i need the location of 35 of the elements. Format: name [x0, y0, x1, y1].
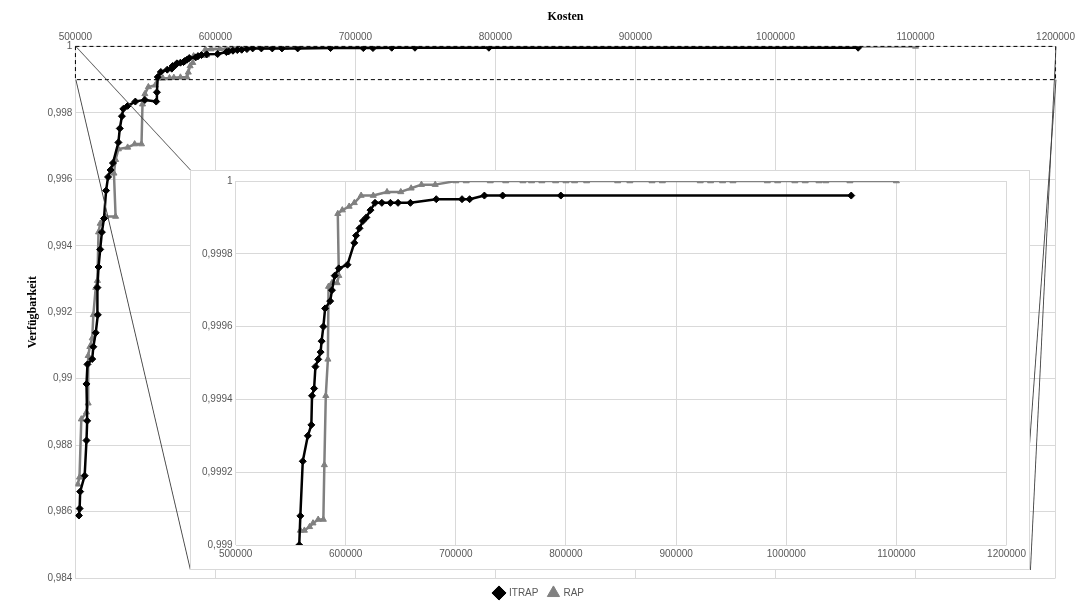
x-tick-label: 700000 [338, 31, 373, 43]
x-tick-label: 1100000 [877, 547, 916, 559]
x-tick-label: 600000 [329, 547, 363, 559]
x-tick-label: 1100000 [896, 31, 936, 43]
x-axis-title: Kosten [547, 9, 584, 24]
y-tick-label: 0,998 [47, 106, 73, 118]
legend-label: ITRAP [509, 586, 539, 598]
y-tick-label: 0,988 [47, 438, 73, 450]
x-tick-label: 600000 [198, 31, 233, 43]
y-tick-label: 0,992 [47, 305, 73, 317]
y-tick-label: 0,9998 [201, 247, 234, 259]
y-tick-label: 0,9996 [201, 320, 234, 332]
legend-label: RAP [563, 586, 585, 598]
y-axis-title: Verfügbarkeit [25, 276, 40, 349]
x-tick-label: 900000 [659, 547, 694, 559]
y-tick-label: 0,999 [207, 538, 234, 550]
x-tick-label: 700000 [439, 547, 473, 559]
y-tick-label: 1 [227, 174, 234, 186]
y-tick-label: 0,9994 [201, 393, 234, 405]
y-tick-label: 0,994 [47, 239, 73, 251]
x-tick-label: 900000 [618, 31, 653, 43]
x-tick-label: 1200000 [1036, 31, 1076, 43]
y-tick-label: 0,986 [47, 505, 73, 517]
y-tick-label: 1 [66, 40, 73, 52]
x-tick-label: 500000 [218, 547, 253, 559]
y-tick-label: 0,99 [52, 372, 73, 384]
y-tick-label: 0,9992 [201, 465, 234, 477]
x-tick-label: 500000 [58, 31, 93, 43]
x-tick-label: 800000 [478, 31, 513, 43]
y-tick-label: 0,996 [47, 173, 73, 185]
x-tick-label: 1000000 [756, 31, 796, 43]
x-tick-label: 1000000 [766, 547, 807, 559]
y-tick-label: 0,984 [47, 571, 73, 583]
x-tick-label: 1200000 [987, 547, 1027, 559]
x-tick-label: 800000 [549, 547, 584, 559]
